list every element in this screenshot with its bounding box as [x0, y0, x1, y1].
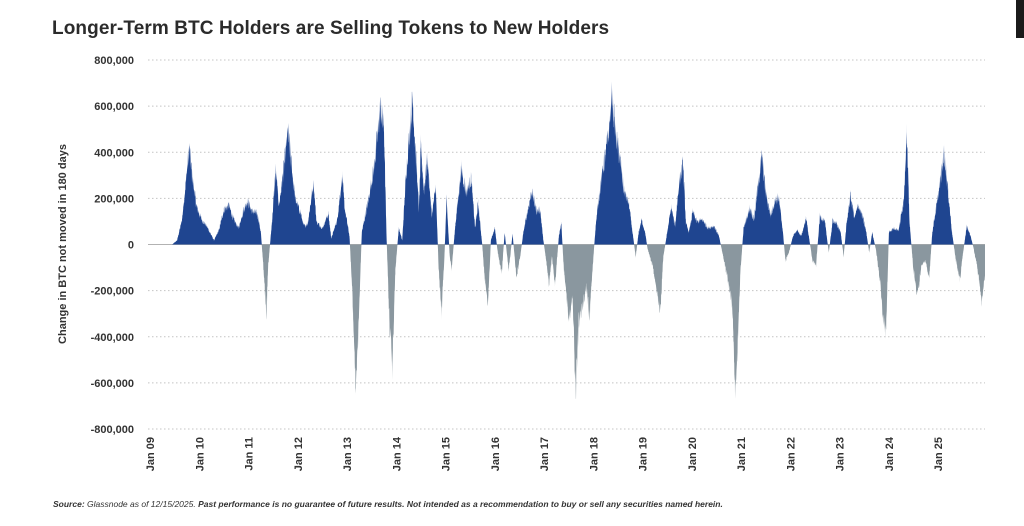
- x-tick-label: Jan 10: [194, 437, 206, 471]
- y-axis-label: Change in BTC not moved in 180 days: [57, 144, 69, 344]
- x-tick-label: Jan 15: [441, 437, 453, 471]
- x-tick-label: Jan 22: [785, 437, 797, 471]
- y-tick-label: -800,000: [91, 424, 134, 436]
- source-text: Glassnode as of 12/15/2025.: [84, 499, 199, 509]
- x-tick-label: Jan 25: [933, 437, 945, 471]
- x-tick-label: Jan 11: [244, 437, 256, 471]
- x-tick-label: Jan 23: [835, 437, 847, 471]
- negative-area-series: [150, 244, 985, 400]
- y-tick-label: -200,000: [91, 286, 134, 298]
- source-footer: Source: Glassnode as of 12/15/2025. Past…: [53, 499, 723, 509]
- y-tick-label: 800,000: [94, 55, 134, 67]
- y-tick-label: 0: [128, 240, 134, 252]
- positive-area-series: [150, 81, 985, 245]
- x-tick-label: Jan 24: [884, 436, 896, 471]
- page-edge-marker: [1016, 0, 1024, 38]
- x-axis-ticks: Jan 09 Jan 10 Jan 11 Jan 12 Jan 13 Jan 14 Jan …: [145, 436, 945, 471]
- y-tick-label: 600,000: [94, 101, 134, 113]
- x-tick-label: Jan 18: [588, 437, 600, 471]
- y-tick-label: -600,000: [91, 378, 134, 390]
- x-tick-label: Jan 13: [342, 437, 354, 471]
- source-label: Source:: [53, 499, 85, 509]
- y-tick-label: 200,000: [94, 193, 134, 205]
- y-axis-ticks: 800,000 600,000 400,000 200,000 0 -200,000 -40…: [91, 55, 134, 436]
- x-tick-label: Jan 19: [638, 437, 650, 471]
- x-tick-label: Jan 21: [736, 437, 748, 471]
- x-tick-label: Jan 20: [687, 437, 699, 471]
- x-tick-label: Jan 14: [391, 436, 403, 471]
- chart-title: Longer-Term BTC Holders are Selling Toke…: [52, 18, 610, 39]
- disclaimer-text: Past performance is no guarantee of futu…: [198, 499, 723, 509]
- y-tick-label: -400,000: [91, 332, 134, 344]
- data-area: [150, 81, 985, 400]
- y-tick-label: 400,000: [94, 147, 134, 159]
- x-tick-label: Jan 16: [490, 437, 502, 471]
- x-tick-label: Jan 12: [293, 437, 305, 471]
- x-tick-label: Jan 09: [145, 437, 157, 471]
- x-tick-label: Jan 17: [539, 437, 551, 471]
